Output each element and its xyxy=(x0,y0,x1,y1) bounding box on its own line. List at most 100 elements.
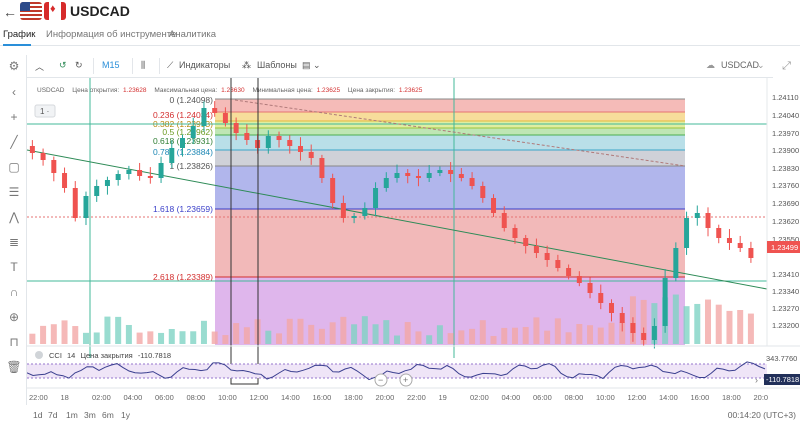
indicators-icon[interactable]: ⟋ xyxy=(167,60,174,70)
text-tool-icon[interactable]: T xyxy=(10,260,18,274)
time-tick: 12:00 xyxy=(628,393,647,402)
instrument-header: ← USDCAD xyxy=(0,0,800,24)
volume-bar xyxy=(694,303,701,344)
symbol-dropdown-icon[interactable]: ⌄ xyxy=(757,60,765,70)
candle-body xyxy=(126,170,132,174)
candle-body xyxy=(705,213,711,228)
candle-body xyxy=(330,178,336,203)
candle-body xyxy=(137,170,143,176)
fib-label-0236: 0.236 (1.24034) xyxy=(153,110,213,120)
trash-icon[interactable]: 🗑 xyxy=(6,360,22,374)
range-6m[interactable]: 6m xyxy=(102,410,114,420)
time-tick: 18:00 xyxy=(722,393,741,402)
price-tick: 1.23340 xyxy=(772,287,799,296)
redo-icon[interactable]: ↻ xyxy=(75,60,83,70)
templates-button[interactable]: Шаблоны xyxy=(257,60,297,70)
time-axis: 22:00 18 02:00 04:00 06:00 08:00 10:00 12:00 14:… xyxy=(27,387,800,402)
volume-bar xyxy=(351,324,358,344)
volume-bar xyxy=(40,325,47,344)
volume-bar xyxy=(190,331,197,344)
candle-body xyxy=(555,260,561,268)
candle-body xyxy=(469,178,475,186)
volume-bar xyxy=(737,309,744,344)
price-tick: 1.23830 xyxy=(772,164,799,173)
volume-bar xyxy=(125,324,132,344)
candle-body xyxy=(512,228,518,238)
volume-bar xyxy=(50,324,57,344)
candle-body xyxy=(480,186,486,198)
crosshair-icon[interactable]: + xyxy=(10,110,18,124)
candle-body xyxy=(448,170,454,174)
volume-bar xyxy=(672,294,679,344)
fib-zone-0236 xyxy=(215,112,685,121)
range-3m[interactable]: 3m xyxy=(84,410,96,420)
candle-body xyxy=(72,188,78,218)
price-chart[interactable]: 0 (1.24098) 0.236 (1.24034) 0.382 (1.239… xyxy=(27,78,800,406)
horizontal-lines-icon[interactable]: ☰ xyxy=(8,185,20,199)
zoom-out-icon[interactable] xyxy=(374,373,388,387)
tab-analytics[interactable]: Аналитика xyxy=(169,29,217,40)
tab-chart[interactable]: График xyxy=(3,29,36,40)
range-1y[interactable]: 1y xyxy=(121,410,130,420)
fibonacci-retracement[interactable]: 0 (1.24098) 0.236 (1.24034) 0.382 (1.239… xyxy=(153,95,685,345)
cci-band xyxy=(27,364,767,378)
cci-pane[interactable]: CCI 14 Цена закрытия -110.7818 − + › 343… xyxy=(27,345,800,387)
back-arrow-icon[interactable]: ← xyxy=(3,4,17,20)
trend-line-icon[interactable]: ╱ xyxy=(10,135,18,149)
volume-bar xyxy=(82,332,89,344)
candle-body xyxy=(523,238,529,246)
settings-gear-icon[interactable]: ⚙ xyxy=(8,59,20,73)
canada-flag-icon xyxy=(44,2,66,20)
price-tick: 1.23970 xyxy=(772,129,799,138)
volume-bar xyxy=(544,330,551,344)
cloud-icon[interactable]: ☁ xyxy=(706,60,715,70)
chart-toolbar: ︿ ↺ ↻ M15 ⫼ ⟋ Индикаторы ⁂ Шаблоны ▤ ⌄ ☁… xyxy=(27,55,773,78)
templates-icon[interactable]: ⁂ xyxy=(242,60,251,70)
selection-box[interactable] xyxy=(230,78,259,385)
fib-label-0: 0 (1.24098) xyxy=(170,95,214,105)
timeframe-select[interactable]: M15 xyxy=(102,60,120,70)
fib-zone-0618 xyxy=(215,135,685,150)
lock-icon[interactable]: ⊓ xyxy=(9,335,19,349)
range-1d[interactable]: 1d xyxy=(33,410,43,420)
range-7d[interactable]: 7d xyxy=(48,410,58,420)
pane-badge[interactable] xyxy=(34,104,56,118)
zoom-in-icon[interactable] xyxy=(399,373,413,387)
collapse-chevron-icon[interactable]: ︿ xyxy=(35,62,45,72)
candle-body xyxy=(641,333,647,340)
collapse-left-icon[interactable]: ‹ xyxy=(12,85,16,99)
pattern-icon[interactable]: ⋀ xyxy=(9,210,19,224)
candle-body xyxy=(212,108,218,113)
fullscreen-icon[interactable]: ⤢ xyxy=(782,60,791,72)
time-tick: 19 xyxy=(439,393,447,402)
candle-body xyxy=(533,246,539,253)
tab-instrument-info[interactable]: Информация об инструменте xyxy=(46,29,177,40)
rectangle-icon[interactable]: ▢ xyxy=(8,160,20,174)
price-tick: 1.23690 xyxy=(772,199,799,208)
candle-body xyxy=(201,108,207,126)
volume-bar xyxy=(72,326,79,344)
candle-body xyxy=(362,208,368,216)
scroll-right-icon[interactable]: › xyxy=(755,375,758,385)
price-tick: 1.23200 xyxy=(772,321,799,330)
fibonacci-icon[interactable]: ≣ xyxy=(8,235,20,249)
price-tick: 1.23410 xyxy=(772,270,799,279)
range-1m[interactable]: 1m xyxy=(66,410,78,420)
cci-visibility-icon[interactable] xyxy=(35,351,43,359)
volume-bar xyxy=(211,331,218,344)
undo-icon[interactable]: ↺ xyxy=(59,60,67,70)
candlesticks[interactable] xyxy=(29,101,754,349)
candle-body xyxy=(662,278,668,326)
candle-body xyxy=(458,174,464,178)
candle-body xyxy=(373,188,379,208)
indicators-button[interactable]: Индикаторы xyxy=(179,60,231,70)
calendar-icon[interactable]: ▤ ⌄ xyxy=(302,60,321,70)
price-tick: 1.23620 xyxy=(772,217,799,226)
candle-body xyxy=(394,173,400,178)
symbol-select[interactable]: USDCAD xyxy=(721,60,760,70)
zoom-icon[interactable]: ⊕ xyxy=(8,310,20,324)
magnet-icon[interactable]: ∩ xyxy=(9,285,19,299)
candles-type-icon[interactable]: ⫼ xyxy=(141,60,146,70)
candle-body xyxy=(426,173,432,178)
candle-body xyxy=(158,163,164,178)
